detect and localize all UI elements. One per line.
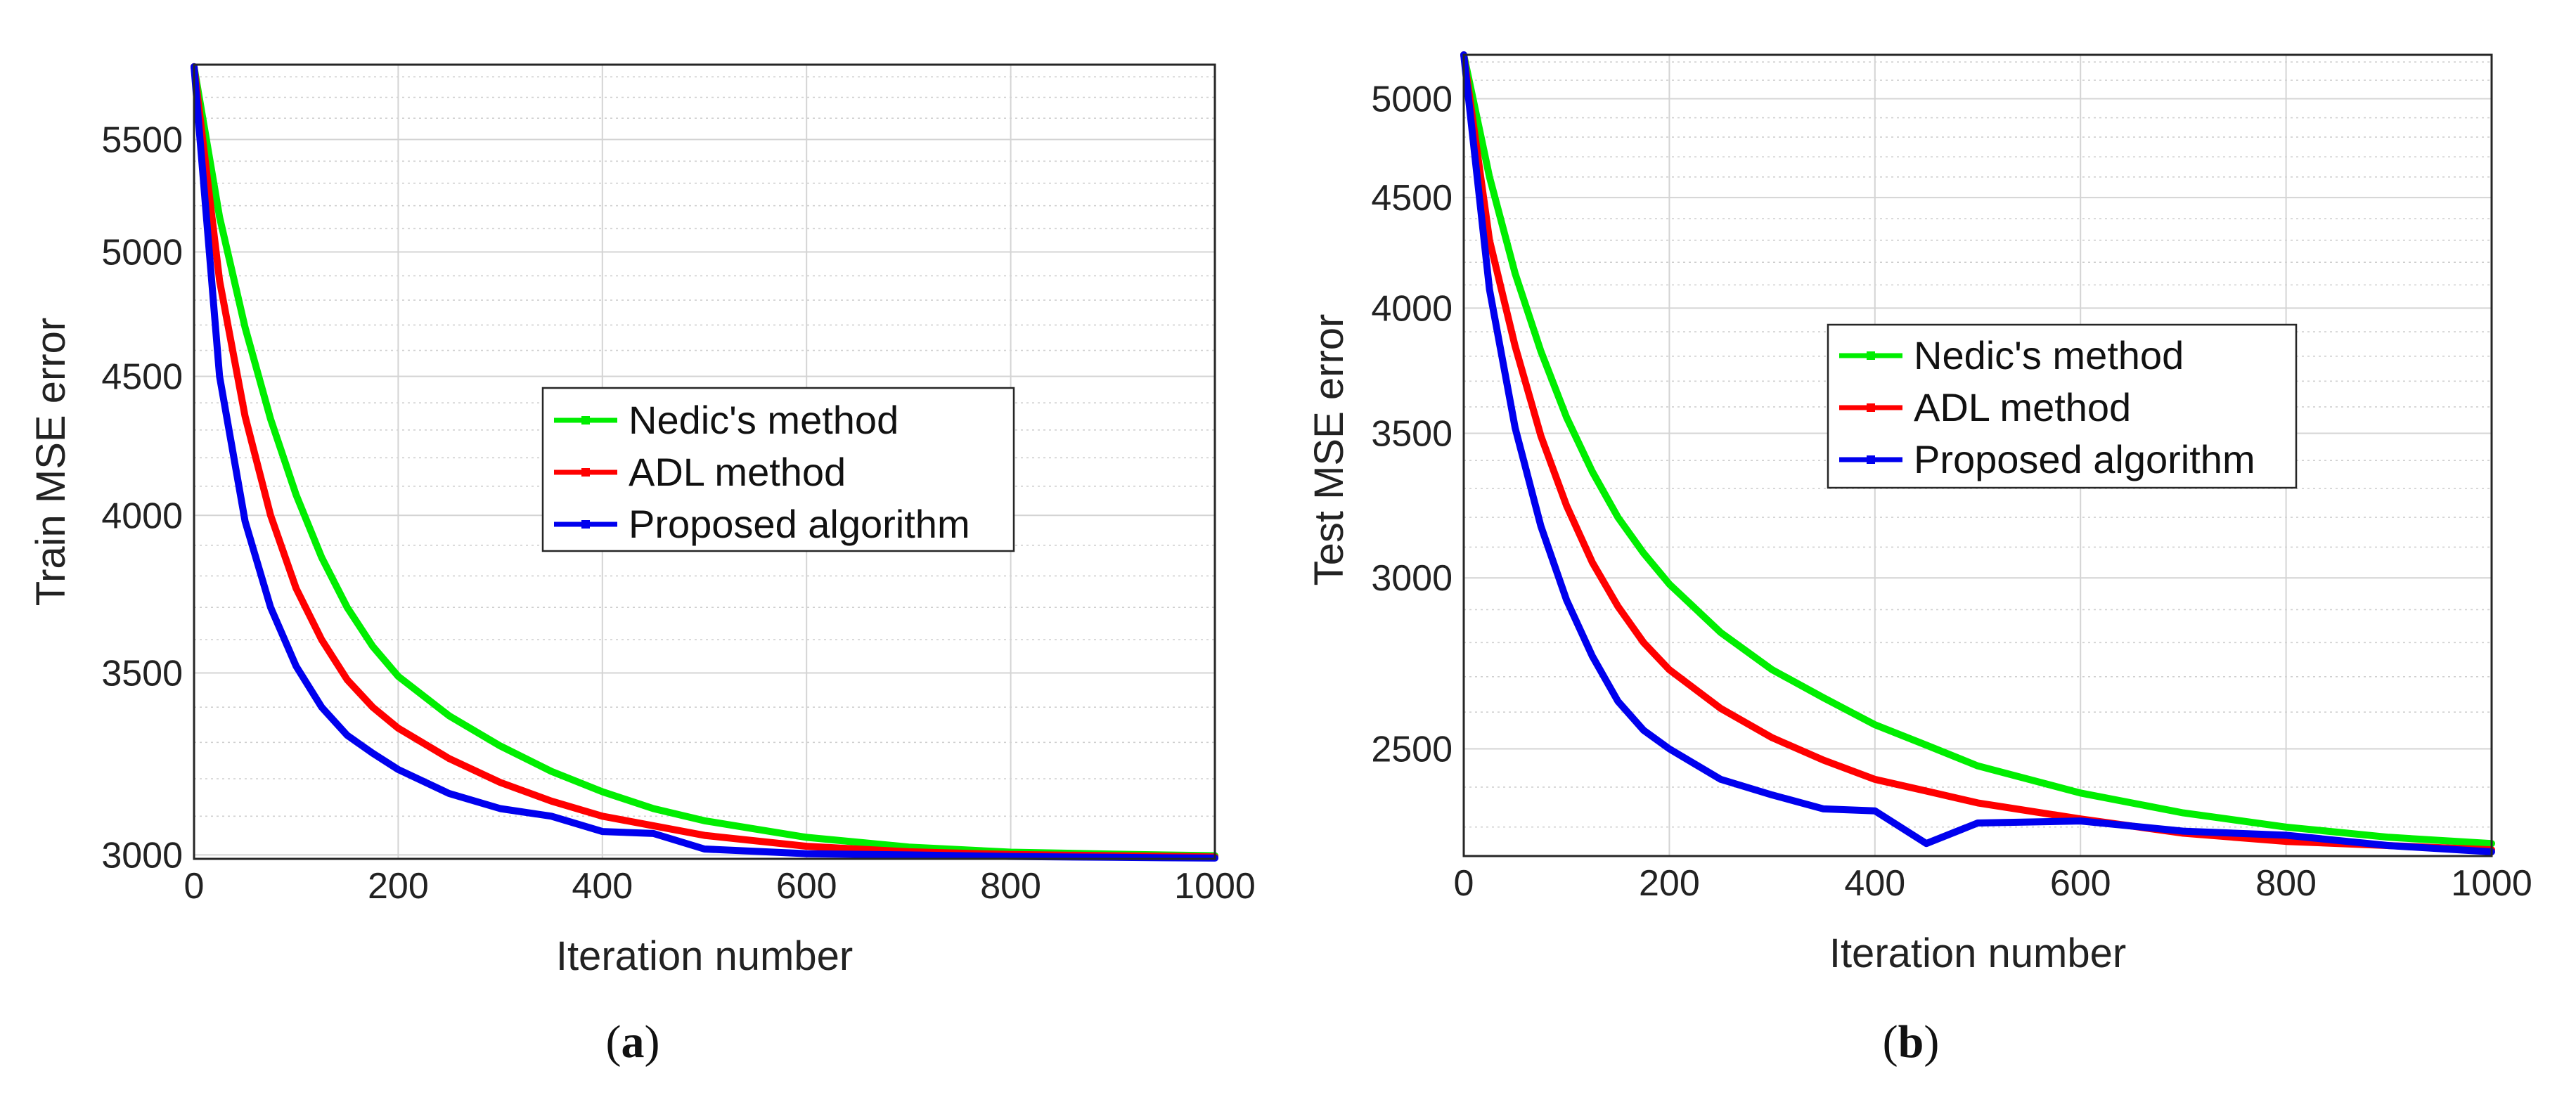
- x-tick-label: 200: [368, 866, 429, 907]
- plot-frame: [193, 63, 1216, 860]
- legend-item-nedic: Nedic's method: [554, 398, 899, 442]
- x-tick-label: 800: [980, 866, 1041, 907]
- x-tick-label: 0: [184, 866, 205, 907]
- legend-box: [1827, 323, 2298, 489]
- legend-item-adl: ADL method: [554, 450, 846, 494]
- plot-frame: [1462, 53, 2493, 857]
- x-tick-label: 1000: [1174, 866, 1256, 907]
- legend-item-adl: ADL method: [1839, 385, 2131, 429]
- y-tick-label: 2500: [1371, 729, 1453, 770]
- legend-marker-proposed: [1867, 455, 1875, 464]
- caption-a: (a): [606, 1016, 660, 1068]
- chart-panel-a: 0 200 400 600 800 1000 3000 3500 4000 4500 5000 55…: [28, 63, 1256, 1068]
- y-tick-label: 4500: [101, 356, 183, 397]
- legend-label-nedic: Nedic's method: [1914, 333, 2184, 377]
- legend-label-nedic: Nedic's method: [629, 398, 899, 442]
- y-tick-label: 4000: [101, 495, 183, 536]
- series-line-nedic: [1460, 51, 2495, 848]
- y-tick-label: 3000: [1371, 558, 1453, 599]
- caption-letter-a: a: [622, 1016, 645, 1068]
- y-tick-label: 5000: [1371, 79, 1453, 120]
- x-tick-labels: 0 200 400 600 800 1000: [1454, 863, 2532, 904]
- legend-marker-nedic: [581, 416, 590, 425]
- y-tick-label: 4000: [1371, 288, 1453, 329]
- y-axis-label: Test MSE error: [1306, 314, 1352, 586]
- legend-label-proposed: Proposed algorithm: [1914, 437, 2255, 481]
- legend-label-adl: ADL method: [629, 450, 846, 494]
- minor-gridlines: [194, 76, 1215, 817]
- series-line-proposed: [191, 63, 1218, 862]
- x-tick-label: 200: [1639, 863, 1700, 904]
- x-axis-label: Iteration number: [556, 933, 853, 979]
- y-tick-label: 5500: [101, 119, 183, 160]
- y-tick-label: 5000: [101, 233, 183, 273]
- legend-box: [541, 387, 1015, 552]
- legend: Nedic's method ADL method Proposed algor…: [1827, 323, 2298, 489]
- legend-item-proposed: Proposed algorithm: [554, 502, 970, 546]
- series-line-nedic: [191, 63, 1218, 860]
- y-tick-label: 3000: [101, 835, 183, 876]
- x-tick-label: 400: [572, 866, 633, 907]
- x-tick-label: 800: [2255, 863, 2317, 904]
- legend-label-proposed: Proposed algorithm: [629, 502, 970, 546]
- chart-panel-b: 0 200 400 600 800 1000 2500 3000 3500 4000 4500 50…: [1306, 51, 2532, 1068]
- y-tick-label: 3500: [101, 654, 183, 694]
- caption-b: (b): [1883, 1016, 1940, 1068]
- legend-item-proposed: Proposed algorithm: [1839, 437, 2255, 481]
- x-axis-label: Iteration number: [1829, 931, 2126, 976]
- legend-marker-adl: [1867, 403, 1875, 412]
- legend-marker-adl: [581, 468, 590, 477]
- caption-letter-b: b: [1898, 1016, 1924, 1068]
- x-tick-label: 400: [1844, 863, 1905, 904]
- x-tick-label: 600: [776, 866, 837, 907]
- y-tick-label: 4500: [1371, 178, 1453, 219]
- minor-gridlines: [1464, 61, 2492, 828]
- y-tick-labels: 2500 3000 3500 4000 4500 5000: [1371, 79, 1453, 770]
- legend: Nedic's method ADL method Proposed algor…: [541, 387, 1015, 552]
- series-line-adl: [191, 63, 1218, 861]
- y-tick-label: 3500: [1371, 414, 1453, 455]
- legend-label-adl: ADL method: [1914, 385, 2131, 429]
- y-axis-label: Train MSE error: [28, 318, 74, 606]
- y-tick-labels: 3000 3500 4000 4500 5000 5500: [101, 119, 183, 876]
- series-layer: [191, 63, 1218, 862]
- x-tick-labels: 0 200 400 600 800 1000: [184, 866, 1256, 907]
- legend-item-nedic: Nedic's method: [1839, 333, 2184, 377]
- x-tick-label: 600: [2050, 863, 2111, 904]
- x-tick-label: 1000: [2451, 863, 2532, 904]
- series-layer: [1460, 51, 2495, 855]
- legend-marker-proposed: [581, 520, 590, 529]
- series-line-proposed: [1460, 51, 2495, 855]
- x-tick-label: 0: [1454, 863, 1474, 904]
- legend-marker-nedic: [1867, 351, 1875, 360]
